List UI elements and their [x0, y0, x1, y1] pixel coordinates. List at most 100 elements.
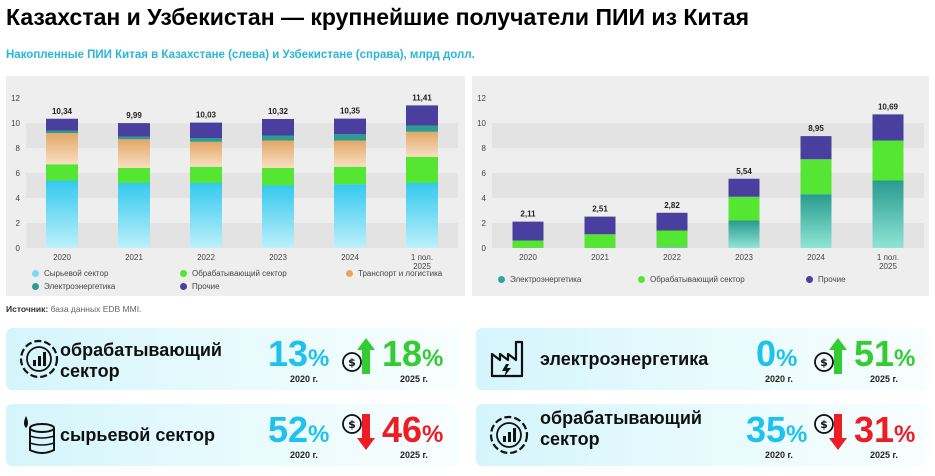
x-tick-label: 2022: [197, 253, 215, 262]
bar-segment: [46, 164, 78, 181]
svg-text:$: $: [820, 418, 828, 431]
year-label: 2025 г.: [400, 450, 428, 460]
y-tick-label: 0: [482, 244, 487, 253]
legend-item: Обрабатывающий сектор: [638, 275, 745, 284]
bar-segment: [584, 234, 616, 248]
trend-up-icon: $: [342, 338, 375, 374]
grid-band: [26, 223, 458, 248]
x-tick-label: 2025: [413, 262, 431, 271]
trend-up-icon: $: [814, 338, 847, 374]
grid-band: [492, 173, 924, 198]
x-tick-label: 2020: [519, 253, 537, 262]
x-tick-label: 2022: [663, 253, 681, 262]
year-label: 2020 г.: [765, 374, 793, 384]
trend-down-icon: $: [342, 414, 375, 450]
percent-sign: %: [894, 421, 916, 448]
bar-segment: [262, 119, 294, 136]
value-number: 31: [854, 409, 895, 450]
year-label: 2025 г.: [870, 450, 898, 460]
year-label: 2020 г.: [765, 450, 793, 460]
grid-band: [492, 223, 924, 248]
legend-swatch: [638, 276, 645, 283]
legend-label: Транспорт и логистика: [358, 269, 443, 278]
value-2025: 18%: [382, 336, 443, 373]
bar-segment: [800, 194, 832, 248]
legend-swatch: [32, 270, 39, 277]
data-label: 11,41: [412, 93, 432, 102]
percent-sign: %: [422, 421, 444, 448]
bar-segment: [262, 168, 294, 186]
bar-segment: [512, 221, 544, 241]
bar-segment: [656, 246, 688, 248]
bar-segment: [334, 184, 366, 248]
legend-item: Обрабатывающий сектор: [180, 269, 287, 278]
y-tick-label: 6: [482, 169, 487, 178]
x-tick-label: 2023: [269, 253, 287, 262]
bar-segment: [584, 216, 616, 235]
legend-label: Обрабатывающий сектор: [650, 275, 745, 284]
bar-segment: [190, 141, 222, 167]
card-label-line1: обрабатывающий: [60, 340, 222, 360]
data-label: 5,54: [736, 167, 752, 176]
bar-segment: [46, 180, 78, 248]
bar-segment: [118, 139, 150, 168]
legend-swatch: [180, 283, 187, 290]
y-tick-label: 2: [16, 219, 21, 228]
y-tick-label: 4: [16, 194, 21, 203]
card-label: обрабатывающий сектор: [60, 340, 222, 382]
grid-band: [26, 173, 458, 198]
bar-segment: [334, 134, 366, 141]
grid-band: [26, 123, 458, 148]
data-label: 10,69: [878, 102, 899, 111]
value-2025: 31%: [854, 412, 915, 449]
chart-uzbekistan-svg: 0 2 4 6 8 10 12 2,11 2020 2,51 2021 2,82 2022 5,54 202…: [477, 94, 924, 271]
data-label: 9,99: [126, 111, 142, 120]
y-tick-label: 2: [482, 219, 487, 228]
source-text: база данных EDB MMI.: [48, 304, 142, 314]
legend-item: Электроэнергетика: [32, 282, 115, 291]
legend-label: Электроэнергетика: [44, 282, 116, 291]
bar-segment: [406, 183, 438, 248]
bar-segment: [406, 131, 438, 157]
percent-sign: %: [422, 345, 444, 372]
x-tick-label: 2021: [125, 253, 143, 262]
x-tick-label: 2025: [879, 262, 897, 271]
value-2025: 46%: [382, 412, 443, 449]
x-tick-label: 2024: [341, 253, 359, 262]
legend-swatch: [346, 270, 353, 277]
value-2020: 52%: [268, 412, 329, 449]
bar-segment: [334, 140, 366, 167]
bar-segment: [262, 135, 294, 141]
card-resources-kz: сырьевой сектор 52% 2020 г. $ 46% 2025 г…: [6, 404, 460, 466]
y-tick-label: 12: [477, 94, 486, 103]
bar-segment: [334, 118, 366, 135]
value-number: 18: [382, 333, 423, 374]
legend-swatch: [806, 276, 813, 283]
bar-segment: [190, 183, 222, 248]
data-label: 10,35: [340, 107, 361, 116]
y-tick-label: 4: [482, 194, 487, 203]
x-tick-label: 1 пол.: [877, 253, 899, 262]
legend-item: Прочие: [180, 282, 220, 291]
y-tick-label: 0: [16, 244, 21, 253]
y-tick-label: 8: [16, 144, 21, 153]
bar-segment: [46, 118, 78, 131]
value-2020: 13%: [268, 336, 329, 373]
bar-segment: [728, 220, 760, 248]
value-number: 51: [854, 333, 895, 374]
svg-text:$: $: [348, 356, 356, 369]
year-label: 2020 г.: [290, 374, 318, 384]
legend-item: Прочие: [806, 275, 846, 284]
bar-segment: [190, 138, 222, 142]
gear-chart-icon: [19, 339, 59, 379]
card-manufacturing-kz: обрабатывающий сектор 13% 2020 г. $ 18% 2…: [6, 328, 460, 390]
data-label: 2,82: [664, 201, 680, 210]
bar-segment: [118, 123, 150, 137]
legend-label: Обрабатывающий сектор: [192, 269, 287, 278]
bar-segment: [46, 133, 78, 165]
bar-segment: [406, 105, 438, 126]
card-manufacturing-uz: обрабатывающий сектор 35% 2020 г. $ 31% 2…: [476, 404, 929, 466]
x-tick-label: 1 пол.: [411, 253, 433, 262]
card-label-line1: обрабатывающий: [540, 408, 702, 428]
bar-segment: [656, 212, 688, 231]
